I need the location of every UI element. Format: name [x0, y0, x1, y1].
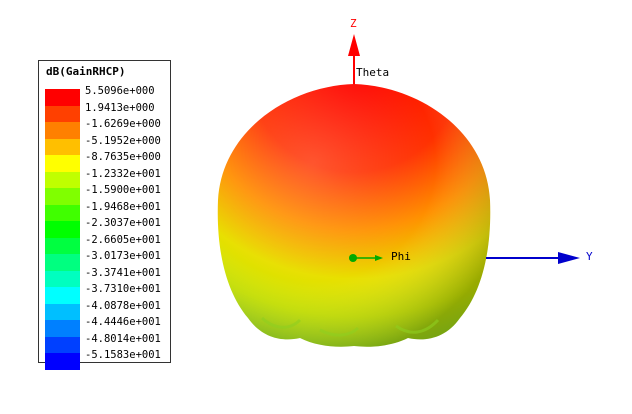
legend-swatch: [45, 171, 80, 188]
legend-swatch: [45, 89, 80, 106]
color-legend: dB(GainRHCP) 5.5096e+000 1.9413e+000 -1.62…: [38, 60, 171, 370]
legend-swatch: [45, 188, 80, 205]
phi-label: Phi: [391, 250, 411, 263]
legend-swatch: [45, 303, 80, 320]
legend-value: -4.0878e+001: [85, 299, 161, 312]
legend-value: -1.6269e+000: [85, 118, 161, 130]
legend-value: -4.4446e+001: [85, 316, 161, 328]
legend-labels: 5.5096e+000 1.9413e+000 -1.6269e+000 -5.195…: [85, 83, 161, 364]
origin-point: [349, 254, 357, 262]
legend-swatch: [45, 122, 80, 139]
legend-swatch: [45, 320, 80, 337]
legend-swatch: [45, 270, 80, 287]
legend-value: -2.6605e+001: [85, 233, 161, 246]
legend-swatch: [45, 155, 80, 172]
legend-value: -5.1583e+001: [85, 349, 161, 361]
y-axis-label: Y: [586, 250, 593, 263]
theta-label: Theta: [356, 66, 389, 79]
legend-swatches: [45, 89, 80, 370]
legend-swatch: [45, 204, 80, 221]
legend-value: -5.1952e+000: [85, 134, 161, 147]
legend-swatch: [45, 221, 80, 238]
legend-value: -3.3741e+001: [85, 266, 161, 279]
y-axis-arrowhead: [558, 252, 580, 264]
legend-value: -1.5900e+001: [85, 184, 161, 196]
legend-title: dB(GainRHCP): [46, 65, 126, 78]
y-axis: Y: [486, 250, 593, 264]
legend-swatch: [45, 237, 80, 254]
surface-shading: [217, 84, 491, 347]
legend-swatch: [45, 353, 80, 370]
legend-swatch: [45, 287, 80, 304]
lobe-ripple: [260, 316, 302, 329]
legend-value: 1.9413e+000: [85, 101, 155, 114]
legend-value: -1.9468e+001: [85, 200, 161, 213]
legend-value: -1.2332e+001: [85, 167, 161, 180]
legend-value: -2.3037e+001: [85, 217, 161, 229]
z-axis-label: Z: [350, 17, 357, 30]
legend-value: -3.0173e+001: [85, 250, 161, 262]
legend-swatch: [45, 105, 80, 122]
phi-marker: Phi: [349, 250, 411, 263]
legend-value: 5.5096e+000: [85, 85, 155, 97]
legend-value: -8.7635e+000: [85, 151, 161, 163]
legend-swatch: [45, 254, 80, 271]
legend-swatch: [45, 336, 80, 353]
lobe-ripple: [395, 318, 440, 334]
legend-swatch: [45, 138, 80, 155]
z-axis-arrowhead: [348, 34, 360, 56]
legend-value: -4.8014e+001: [85, 332, 161, 345]
legend-value: -3.7310e+001: [85, 283, 161, 295]
lobe-ripple: [319, 326, 360, 337]
